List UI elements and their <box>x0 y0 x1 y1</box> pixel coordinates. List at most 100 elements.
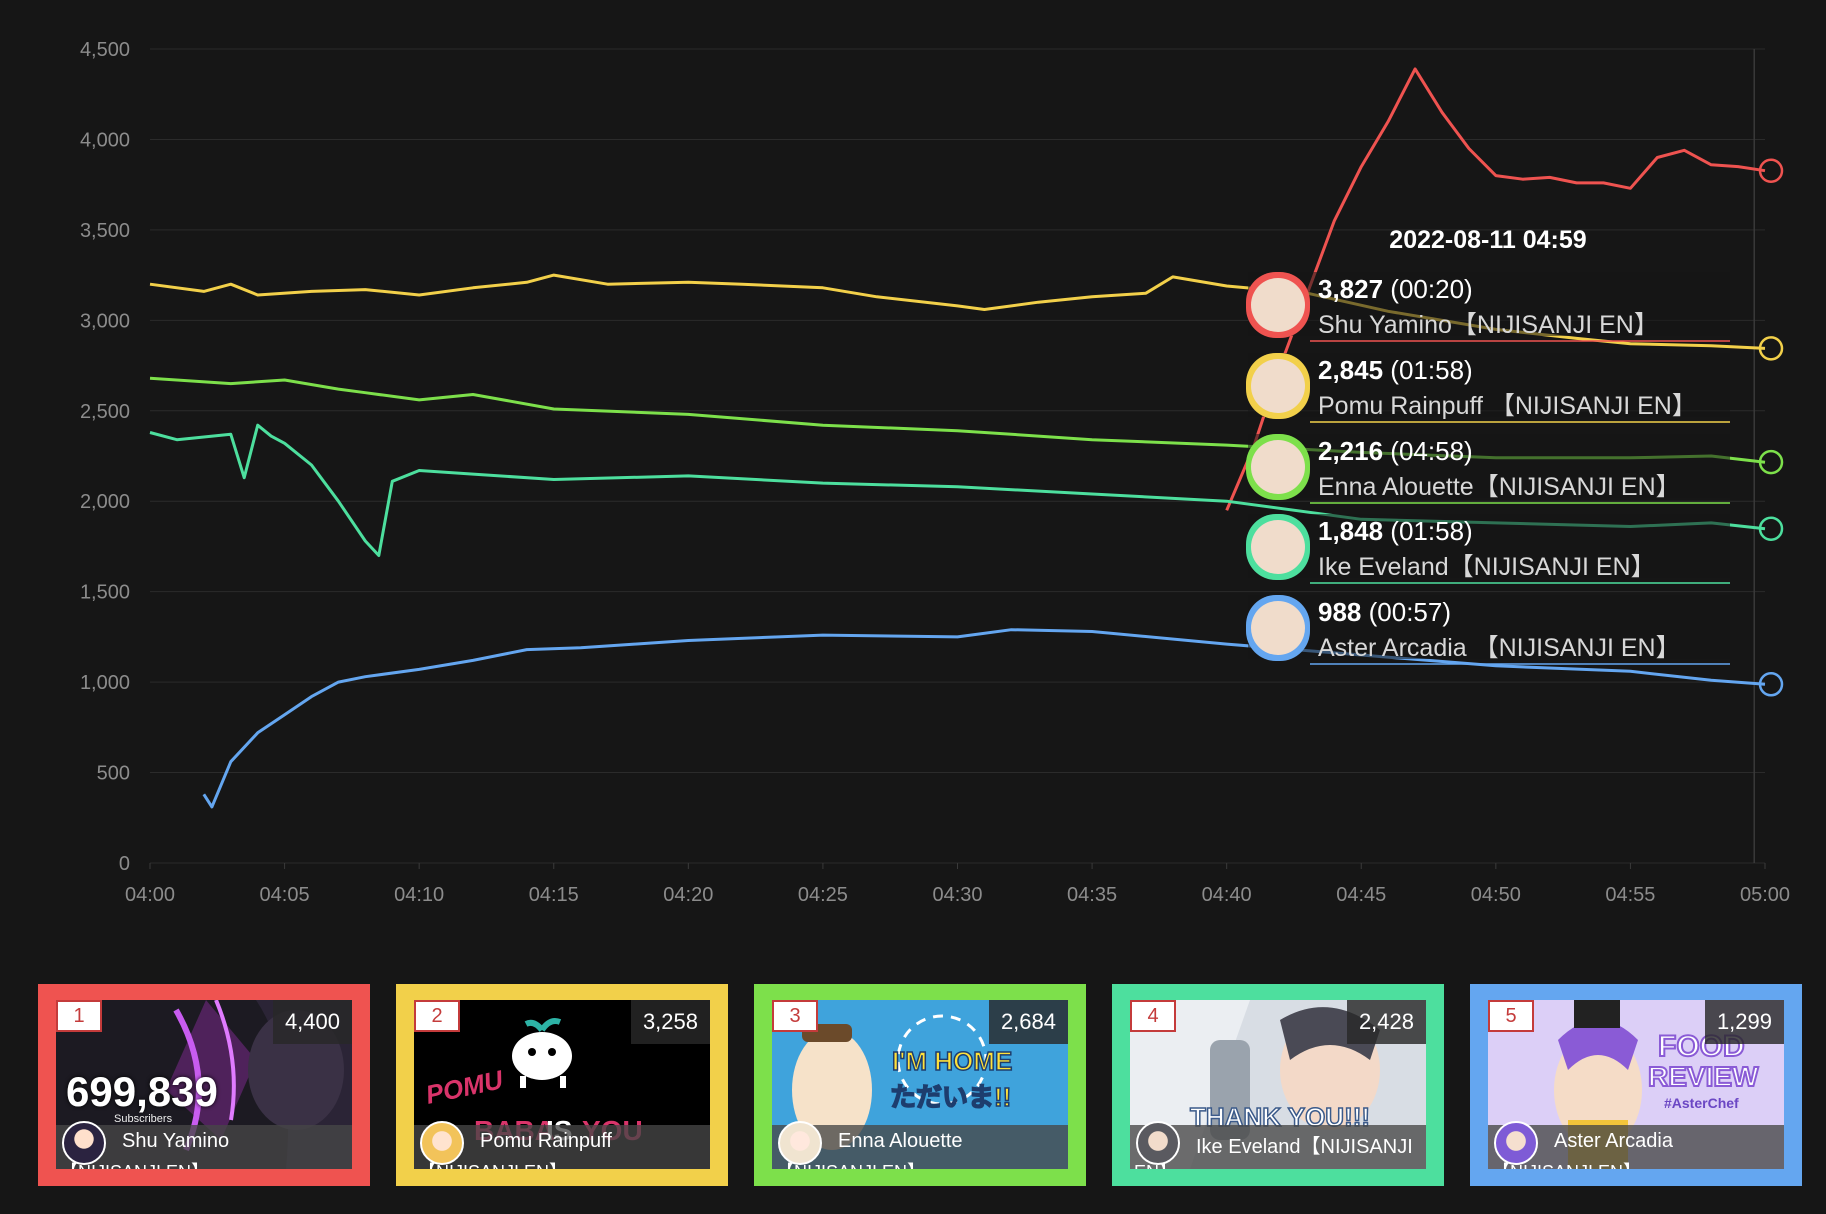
x-tick-label: 04:10 <box>394 884 444 906</box>
y-tick-label: 3,000 <box>80 310 130 332</box>
y-tick-label: 3,500 <box>80 220 130 242</box>
stream-thumbnail[interactable]: THANK YOU!!! 4 2,428 Ike Eveland【NIJISAN… <box>1130 1000 1426 1169</box>
channel-name[interactable]: Shu Yamino <box>122 1130 230 1152</box>
y-tick-label: 1,000 <box>80 672 130 694</box>
y-tick-label: 1,500 <box>80 582 130 604</box>
channel-name-suffix: 【NIJISANJI EN】 <box>1492 1158 1641 1169</box>
channel-name[interactable]: Enna Alouette <box>838 1130 963 1152</box>
tooltip-value: 3,827 (00:20) <box>1318 274 1473 304</box>
tooltip-value: 2,845 (01:58) <box>1318 355 1473 385</box>
rank-badge: 3 <box>772 1000 818 1032</box>
peak-viewers: 2,684 <box>988 1000 1068 1044</box>
tooltip-viewers: 1,848 <box>1318 516 1383 546</box>
y-tick-label: 0 <box>119 853 130 875</box>
thumbnail-title-pomu: POMU <box>423 1064 507 1110</box>
subscriber-label: Subscribers <box>114 1113 173 1125</box>
thumbnail-title-im-home: I'M HOME <box>892 1046 1012 1076</box>
channel-name-suffix: 【NIJISANJI EN】 <box>418 1158 567 1169</box>
stream-card-4[interactable]: THANK YOU!!! 4 2,428 Ike Eveland【NIJISAN… <box>1112 984 1444 1186</box>
series-end-marker-4 <box>1758 516 1784 541</box>
channel-avatar[interactable] <box>1494 1121 1538 1165</box>
channel-name[interactable]: Pomu Rainpuff <box>480 1130 612 1152</box>
x-tick-label: 04:00 <box>125 884 175 906</box>
tooltip-row-bg <box>1248 434 1730 498</box>
thumbnail-title: I'M HOME ただいま!! <box>889 1045 1013 1113</box>
stream-card-1[interactable]: 1 4,400 699,839 Subscribers Shu Yamino 【… <box>38 984 370 1186</box>
tooltip-viewers: 3,827 <box>1318 274 1383 304</box>
stream-thumbnail[interactable]: I'M HOME ただいま!! 3 2,684 Enna Alouette 【N… <box>772 1000 1068 1169</box>
x-tick-label: 04:45 <box>1336 884 1386 906</box>
thumbnail-title-tadaima: ただいま!! <box>890 1082 1011 1112</box>
x-tick-label: 04:55 <box>1605 884 1655 906</box>
channel-avatar[interactable] <box>1136 1121 1180 1165</box>
tooltip-channel-name: Enna Alouette【NIJISANJI EN】 <box>1318 473 1681 501</box>
stream-card-3[interactable]: I'M HOME ただいま!! 3 2,684 Enna Alouette 【N… <box>754 984 1086 1186</box>
tooltip-time: 2022-08-11 04:59 <box>1389 226 1586 254</box>
channel-avatar[interactable] <box>420 1121 464 1165</box>
channel-avatar[interactable] <box>62 1121 106 1165</box>
x-tick-label: 05:00 <box>1740 884 1790 906</box>
tooltip-channel-name: Aster Arcadia 【NIJISANJI EN】 <box>1318 634 1681 662</box>
tooltip-row-bg <box>1248 514 1730 578</box>
tooltip-channel-name: Shu Yamino【NIJISANJI EN】 <box>1318 311 1659 339</box>
subscriber-count: 699,839 <box>66 1068 218 1115</box>
stream-thumbnail[interactable]: POMU BABA IS YOU 2 3,258 Pomu Rainpuff 【… <box>414 1000 710 1169</box>
stream-card-2[interactable]: POMU BABA IS YOU 2 3,258 Pomu Rainpuff 【… <box>396 984 728 1186</box>
x-tick-label: 04:30 <box>932 884 982 906</box>
tooltip-avatar <box>1251 601 1305 655</box>
y-tick-label: 2,000 <box>80 491 130 513</box>
rank-badge: 4 <box>1130 1000 1176 1032</box>
channel-avatar[interactable] <box>778 1121 822 1165</box>
tooltip-viewers: 2,216 <box>1318 436 1383 466</box>
channel-name-bar: Ike Eveland【NIJISANJI EN】 <box>1130 1125 1426 1169</box>
tooltip-avatar <box>1251 359 1305 413</box>
tooltip-row-bg <box>1248 272 1730 336</box>
rank-badge: 1 <box>56 1000 102 1032</box>
stream-card-5[interactable]: FOOD REVIEW #AsterChef 5 1,299 Aster Arc… <box>1470 984 1802 1186</box>
tooltip-duration: (01:58) <box>1383 355 1473 385</box>
tooltip-channel-name: Ike Eveland【NIJISANJI EN】 <box>1318 553 1656 581</box>
thumbnail-title-review: REVIEW <box>1648 1061 1759 1092</box>
stream-thumbnail[interactable]: FOOD REVIEW #AsterChef 5 1,299 Aster Arc… <box>1488 1000 1784 1169</box>
x-tick-label: 04:05 <box>260 884 310 906</box>
y-tick-label: 500 <box>97 763 130 785</box>
x-tick-label: 04:50 <box>1471 884 1521 906</box>
tooltip-avatar <box>1251 520 1305 574</box>
grid-layer: 0 500 1,000 1,500 2,000 2,500 3,000 3,500 4,000 4… <box>80 39 1790 906</box>
peak-viewers: 1,299 <box>1704 1000 1784 1044</box>
tooltip-avatar <box>1251 440 1305 494</box>
channel-name-suffix: 【NIJISANJI EN】 <box>776 1158 925 1169</box>
tooltip-row-bg <box>1248 353 1730 417</box>
tooltip-row-bg <box>1248 595 1730 659</box>
y-tick-label: 4,000 <box>80 129 130 151</box>
y-tick-label: 2,500 <box>80 401 130 423</box>
x-tick-label: 04:35 <box>1067 884 1117 906</box>
channel-name-suffix: EN】 <box>1134 1158 1177 1169</box>
series-line-1 <box>1225 67 1766 511</box>
x-tick-label: 04:15 <box>529 884 579 906</box>
tooltip-duration: (00:20) <box>1383 274 1473 304</box>
series-end-marker-2 <box>1758 336 1784 361</box>
channel-name[interactable]: Ike Eveland【NIJISANJI <box>1196 1136 1413 1158</box>
tooltip-value: 988 (00:57) <box>1318 597 1451 627</box>
tooltip-duration: (04:58) <box>1383 436 1473 466</box>
tooltip-channel-name: Pomu Rainpuff 【NIJISANJI EN】 <box>1318 392 1697 420</box>
peak-viewers: 2,428 <box>1346 1000 1426 1044</box>
rank-badge: 2 <box>414 1000 460 1032</box>
peak-viewers: 4,400 <box>272 1000 352 1044</box>
series-end-marker-5 <box>1758 672 1784 697</box>
thumbnail-title-hashtag: #AsterChef <box>1664 1095 1739 1111</box>
viewer-count-chart: 0 500 1,000 1,500 2,000 2,500 3,000 3,500 4,000 4… <box>80 39 1790 906</box>
x-tick-label: 04:40 <box>1202 884 1252 906</box>
tooltip-duration: (01:58) <box>1383 516 1473 546</box>
tooltip: 2022-08-11 04:59 3,827 (00:20) Shu Yamino… <box>1246 226 1730 665</box>
tooltip-viewers: 2,845 <box>1318 355 1383 385</box>
x-tick-label: 04:25 <box>798 884 848 906</box>
tooltip-avatar <box>1251 278 1305 332</box>
channel-name[interactable]: Aster Arcadia <box>1554 1130 1673 1152</box>
tooltip-duration: (00:57) <box>1361 597 1451 627</box>
series-end-marker-1 <box>1758 158 1784 183</box>
stream-thumbnail[interactable]: 1 4,400 699,839 Subscribers Shu Yamino 【… <box>56 1000 352 1169</box>
series-end-marker-3 <box>1758 449 1784 475</box>
